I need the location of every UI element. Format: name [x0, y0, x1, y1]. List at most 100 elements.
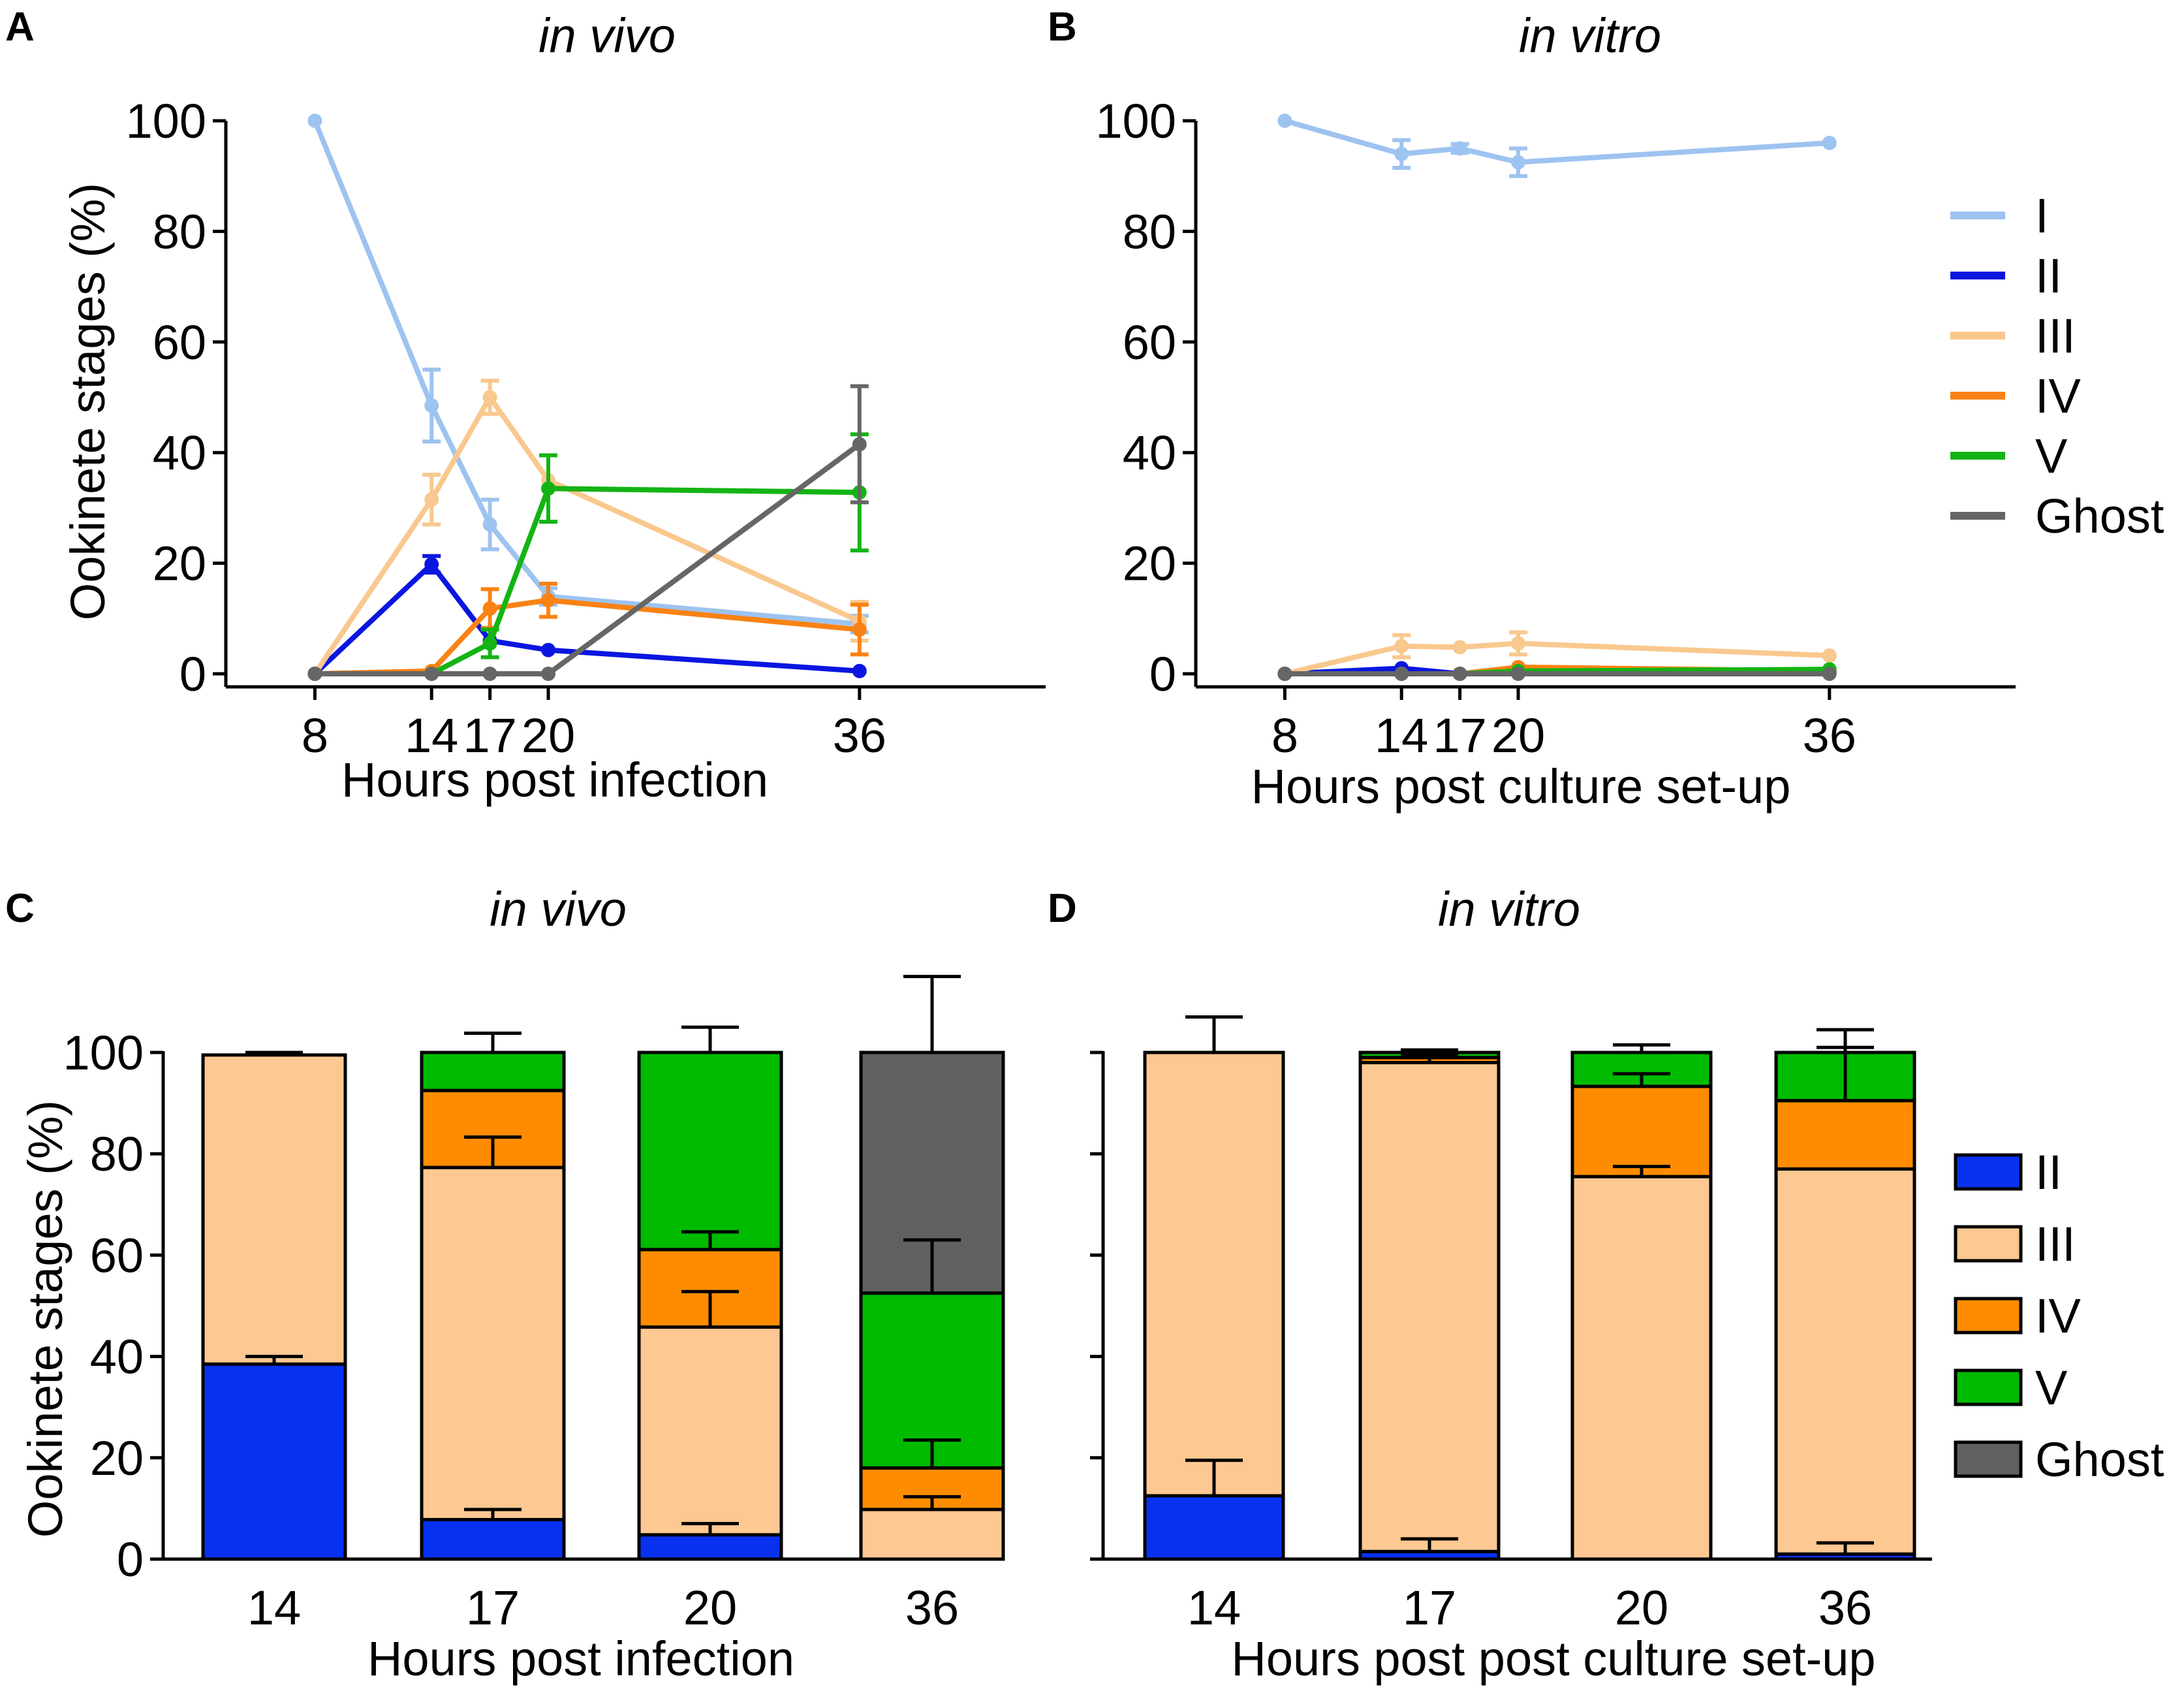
bar-segment-ii: [637, 1533, 783, 1561]
x-tick-label: 20: [522, 708, 575, 763]
x-tick-label: 20: [1615, 1581, 1668, 1635]
y-tick-label: 20: [1123, 537, 1176, 591]
legend-item-ghost: Ghost: [1950, 489, 2164, 543]
panel-b-axes: [1194, 121, 2016, 689]
y-tick-label: 0: [1149, 647, 1176, 701]
legend-item-ghost: Ghost: [1954, 1432, 2164, 1487]
data-point: [852, 663, 867, 678]
legend-item-i: I: [1950, 189, 2049, 243]
legend-label: V: [2035, 1361, 2068, 1415]
data-point: [1394, 667, 1409, 681]
data-point: [541, 642, 555, 657]
data-point: [852, 437, 867, 452]
x-tick-label: 14: [1187, 1581, 1241, 1635]
data-point: [1394, 639, 1409, 654]
panel-a-axes: [224, 121, 1046, 689]
data-point: [1452, 640, 1467, 655]
y-tick-label: 40: [1123, 426, 1176, 480]
series-i: [1277, 114, 1837, 178]
data-point: [1822, 135, 1837, 150]
data-point: [482, 667, 497, 681]
legend-item-iv: IV: [1950, 369, 2082, 423]
panel-b-title: in vitro: [1519, 8, 1661, 63]
legend-label: II: [2035, 249, 2062, 303]
legend-swatch: [1954, 1440, 2023, 1478]
panel-a-letter: A: [5, 5, 35, 50]
legend-label: III: [2035, 1217, 2076, 1271]
x-tick-label: 36: [1818, 1581, 1872, 1635]
bar-segment-ii: [420, 1517, 566, 1561]
data-point: [424, 492, 439, 507]
x-tick-label: 20: [1491, 708, 1545, 763]
legend-item-iv: IV: [1954, 1289, 2082, 1343]
bar-stack-36: [1774, 1028, 1916, 1561]
legend-label: Ghost: [2035, 489, 2164, 543]
x-tick-label: 17: [466, 1581, 520, 1635]
bar-stack-20: [1570, 1043, 1713, 1561]
y-tick-label: 80: [1123, 204, 1176, 259]
y-tick-label: 100: [126, 94, 206, 148]
panel-a: A in vivo Ookinete stages (%) Hours post…: [5, 5, 1046, 807]
legend-label: II: [2035, 1145, 2062, 1199]
data-point: [1277, 667, 1292, 681]
panel-c-plot: 14 17 20 36: [201, 975, 1005, 1635]
panel-d-y-ticks: [1090, 1051, 1103, 1561]
legend-item-v: V: [1954, 1361, 2068, 1415]
data-point: [1822, 648, 1837, 663]
x-tick-label: 17: [1403, 1581, 1456, 1635]
data-point: [1511, 667, 1525, 681]
x-tick-label: 17: [1433, 708, 1486, 763]
data-point: [1394, 146, 1409, 161]
panel-b-plot: [1277, 114, 1837, 681]
x-tick-label: 36: [905, 1581, 959, 1635]
panel-c-letter: C: [5, 886, 35, 931]
x-tick-label: 17: [463, 708, 516, 763]
panel-c-ylabel: Ookinete stages (%): [18, 1100, 72, 1538]
y-tick-label: 80: [90, 1127, 144, 1181]
data-point: [424, 398, 439, 413]
bar-segment-iv: [1570, 1084, 1713, 1178]
panel-c-title: in vivo: [490, 882, 627, 936]
series-line: [315, 442, 862, 676]
y-tick-label: 100: [63, 1026, 144, 1080]
panel-a-title: in vivo: [538, 8, 676, 63]
data-point: [424, 557, 439, 572]
panel-b-letter: B: [1048, 5, 1077, 50]
panel-b-xlabel: Hours post culture set-up: [1251, 759, 1791, 814]
data-point: [307, 667, 322, 681]
panel-c-xlabel: Hours post infection: [367, 1632, 794, 1686]
series-ghost: [1277, 667, 1837, 681]
y-tick-label: 40: [90, 1330, 144, 1384]
data-point: [541, 481, 555, 496]
data-point: [482, 636, 497, 651]
bar-stack-36: [859, 975, 1005, 1561]
legend-swatch: [1954, 1297, 2023, 1335]
series-iii: [1277, 630, 1837, 681]
legend-label: IV: [2035, 369, 2082, 423]
panel-a-ylabel: Ookinete stages (%): [61, 183, 115, 620]
legend-label: III: [2035, 309, 2076, 363]
data-point: [482, 517, 497, 532]
x-tick-label: 20: [683, 1581, 737, 1635]
data-point: [1452, 141, 1467, 156]
y-tick-label: 80: [153, 204, 206, 259]
panel-b-y-ticks: 0 20 40 60 80 100: [1096, 94, 1196, 701]
legend-item-iii: III: [1954, 1217, 2076, 1271]
panel-d-letter: D: [1048, 886, 1077, 931]
bar-stack-17: [1358, 1048, 1501, 1561]
bar-segment-v: [637, 1051, 783, 1252]
bar-segment-iv: [1774, 1099, 1916, 1171]
bar-segment-iii: [637, 1325, 783, 1537]
panel-c-y-ticks: 0 20 40 60 80 100: [63, 1026, 163, 1587]
data-point: [852, 622, 867, 637]
y-tick-label: 20: [90, 1431, 144, 1485]
data-point: [1511, 636, 1525, 651]
panel-b: B in vitro Hours post culture set-up 0 20…: [1048, 5, 2164, 814]
data-point: [1822, 667, 1837, 681]
panel-a-x-ticks: 8 14 17 20 36: [302, 687, 886, 763]
panel-a-y-ticks: 0 20 40 60 80 100: [126, 94, 226, 701]
y-tick-label: 60: [1123, 315, 1176, 370]
bar-segment-ii: [201, 1362, 347, 1561]
